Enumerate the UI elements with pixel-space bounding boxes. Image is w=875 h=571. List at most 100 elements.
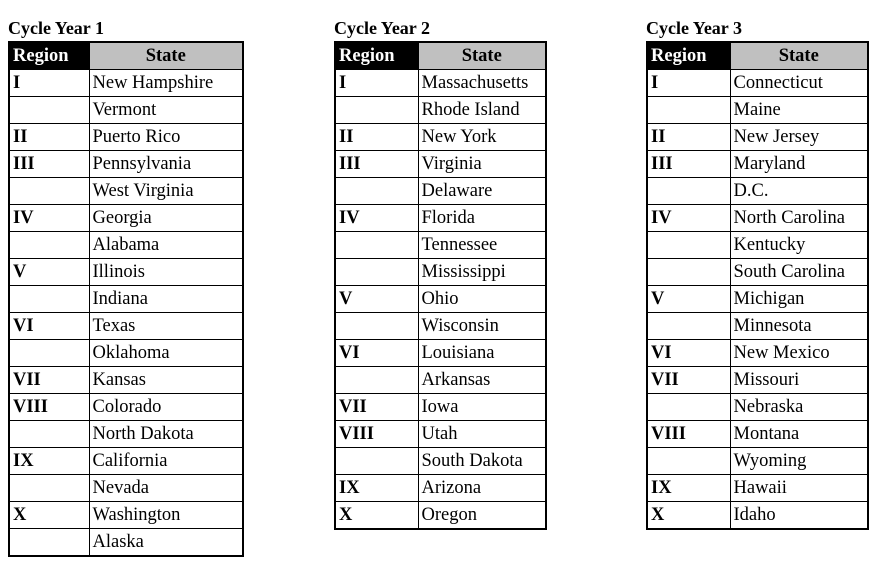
table-row: II New York — [334, 123, 547, 151]
region-cell: VI — [334, 339, 419, 367]
state-cell: Nebraska — [729, 393, 869, 421]
state-cell: Massachusetts — [417, 69, 547, 97]
table-row: IX Hawaii — [646, 474, 869, 502]
state-cell: Montana — [729, 420, 869, 448]
region-cell: V — [334, 285, 419, 313]
state-cell: Wisconsin — [417, 312, 547, 340]
table-row: VII Missouri — [646, 366, 869, 394]
cycle-year-3-table: Region State I Connecticut Maine II New Jers… — [646, 41, 869, 530]
region-cell — [8, 528, 90, 557]
table-row: I Connecticut — [646, 69, 869, 97]
table-row: V Michigan — [646, 285, 869, 313]
state-cell: West Virginia — [88, 177, 244, 205]
region-cell — [334, 258, 419, 286]
region-cell — [8, 231, 90, 259]
state-cell: Puerto Rico — [88, 123, 244, 151]
table-row: IX California — [8, 447, 244, 475]
region-cell: X — [334, 501, 419, 530]
state-cell: Virginia — [417, 150, 547, 178]
state-cell: D.C. — [729, 177, 869, 205]
region-cell: III — [334, 150, 419, 178]
table-row: VII Iowa — [334, 393, 547, 421]
region-cell: II — [334, 123, 419, 151]
cycle-year-1-table: Region State I New Hampshire Vermont II Puer… — [8, 41, 244, 557]
region-cell: I — [646, 69, 731, 97]
region-cell — [646, 231, 731, 259]
state-cell: Arizona — [417, 474, 547, 502]
region-cell: V — [8, 258, 90, 286]
table-row: IX Arizona — [334, 474, 547, 502]
region-cell: IX — [8, 447, 90, 475]
state-cell: Alaska — [88, 528, 244, 557]
region-cell — [8, 177, 90, 205]
region-cell: VIII — [334, 420, 419, 448]
table-row: III Virginia — [334, 150, 547, 178]
table-title: Cycle Year 1 — [8, 18, 104, 38]
table-row: VI New Mexico — [646, 339, 869, 367]
state-cell: Connecticut — [729, 69, 869, 97]
state-cell: Hawaii — [729, 474, 869, 502]
table-row: IV Florida — [334, 204, 547, 232]
state-cell: North Carolina — [729, 204, 869, 232]
table-row: II Puerto Rico — [8, 123, 244, 151]
table-row: Wyoming — [646, 447, 869, 475]
state-cell: Vermont — [88, 96, 244, 124]
state-cell: Maryland — [729, 150, 869, 178]
region-cell — [646, 393, 731, 421]
table-row: West Virginia — [8, 177, 244, 205]
table-row: South Carolina — [646, 258, 869, 286]
state-cell: Missouri — [729, 366, 869, 394]
table-row: IV Georgia — [8, 204, 244, 232]
table-row: I New Hampshire — [8, 69, 244, 97]
region-cell — [646, 96, 731, 124]
region-cell — [334, 312, 419, 340]
table-row: V Illinois — [8, 258, 244, 286]
state-cell: Colorado — [88, 393, 244, 421]
table-row: Nebraska — [646, 393, 869, 421]
state-cell: Tennessee — [417, 231, 547, 259]
table-row: Delaware — [334, 177, 547, 205]
region-cell: IX — [334, 474, 419, 502]
region-cell: IX — [646, 474, 731, 502]
region-cell: II — [646, 123, 731, 151]
region-cell: III — [8, 150, 90, 178]
region-cell: VII — [8, 366, 90, 394]
table-row: Maine — [646, 96, 869, 124]
table-row: III Maryland — [646, 150, 869, 178]
region-cell — [8, 420, 90, 448]
table-row: I Massachusetts — [334, 69, 547, 97]
cycle-year-2-block: Cycle Year 2 Region State I Massachusetts… — [334, 14, 547, 530]
region-cell — [646, 312, 731, 340]
table-row: Kentucky — [646, 231, 869, 259]
table-row: II New Jersey — [646, 123, 869, 151]
header-row: Region State — [8, 41, 244, 70]
table-title: Cycle Year 3 — [646, 18, 742, 38]
state-cell: Texas — [88, 312, 244, 340]
region-cell: VI — [646, 339, 731, 367]
state-cell: Georgia — [88, 204, 244, 232]
table-row: VIII Utah — [334, 420, 547, 448]
region-cell — [334, 96, 419, 124]
state-cell: Nevada — [88, 474, 244, 502]
table-row: VII Kansas — [8, 366, 244, 394]
state-cell: Mississippi — [417, 258, 547, 286]
table-row: X Washington — [8, 501, 244, 529]
table-row: South Dakota — [334, 447, 547, 475]
state-cell: New Hampshire — [88, 69, 244, 97]
state-cell: Louisiana — [417, 339, 547, 367]
state-cell: Washington — [88, 501, 244, 529]
region-cell — [334, 366, 419, 394]
state-cell: Utah — [417, 420, 547, 448]
state-cell: Maine — [729, 96, 869, 124]
table-row: Minnesota — [646, 312, 869, 340]
state-cell: South Carolina — [729, 258, 869, 286]
table-row: X Oregon — [334, 501, 547, 530]
table-row: North Dakota — [8, 420, 244, 448]
table-row: VIII Colorado — [8, 393, 244, 421]
state-cell: Arkansas — [417, 366, 547, 394]
table-row: VI Texas — [8, 312, 244, 340]
state-cell: Rhode Island — [417, 96, 547, 124]
region-header: Region — [334, 41, 419, 70]
cycle-year-3-block: Cycle Year 3 Region State I Connecticut Ma… — [646, 14, 869, 530]
region-header: Region — [646, 41, 731, 70]
